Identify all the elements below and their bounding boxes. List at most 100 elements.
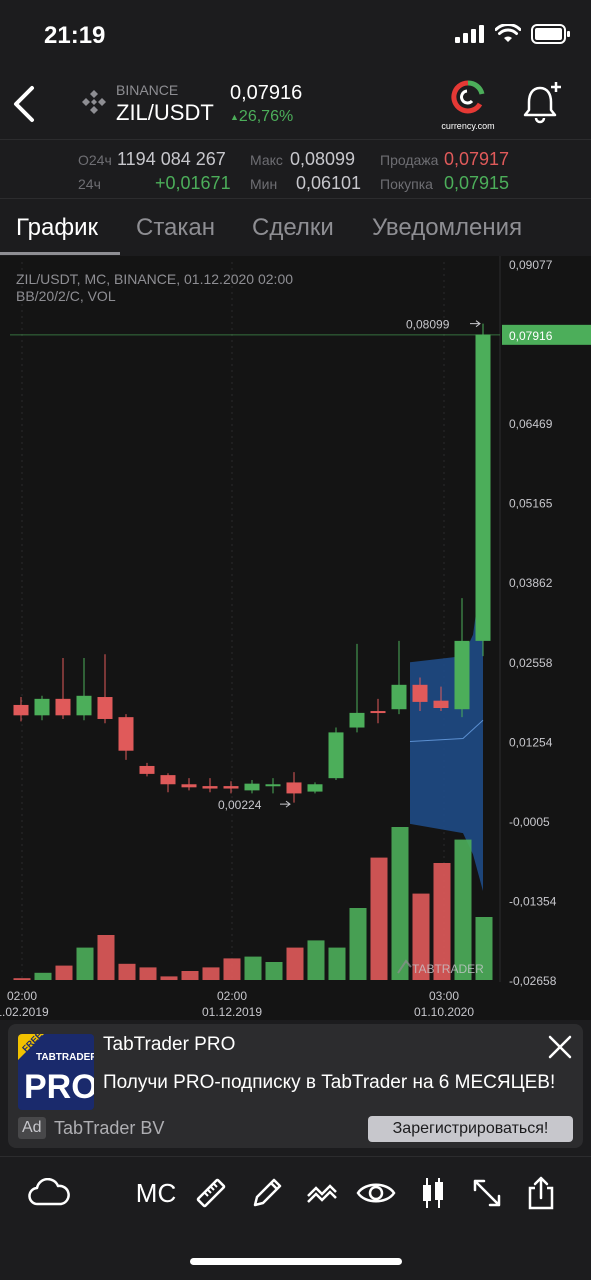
candle-body[interactable] [160,775,176,785]
ad-banner[interactable]: FREE TABTRADER PRO TabTrader PRO Получи … [8,1024,583,1148]
volume-bar [370,857,388,980]
candle-body[interactable] [76,695,92,716]
chart-canvas[interactable]: 0,09077 0,06469 0,05165 0,03862 0,02558 0,012… [0,256,591,1020]
volume-bar [118,963,136,980]
candle-body[interactable] [139,765,155,774]
currency-com-logo[interactable]: currency.com [436,80,500,131]
volume-bar [307,940,325,980]
min-value: 0,06101 [296,173,362,193]
status-bar: 21:19 [0,0,591,70]
ad-register-button[interactable]: Зарегистрироваться! [368,1116,573,1142]
candle-body[interactable] [286,782,302,794]
y-tick-label: -0,0005 [509,815,550,829]
draw-button[interactable] [250,1175,284,1211]
candle-body[interactable] [244,783,260,791]
change-24h-value: +0,01671 [155,173,231,193]
candle-body[interactable] [265,784,281,787]
candle-body[interactable] [391,684,407,710]
share-icon [528,1176,554,1210]
candle-body[interactable] [55,698,71,716]
candle-body[interactable] [412,684,428,702]
volume-bar [76,947,94,980]
candle-body[interactable] [307,784,323,792]
tab-orderbook[interactable]: Стакан [136,214,216,241]
x-tick-time: 02:00 [7,989,37,1003]
sell-value: 0,07917 [444,149,510,169]
volume-bar [391,827,409,980]
bollinger-mid-line [409,719,484,743]
timeframe-button[interactable]: MC [135,1177,177,1208]
cloud-button[interactable] [28,1175,70,1211]
eye-icon [356,1183,396,1203]
price-chart[interactable]: 0,09077 0,06469 0,05165 0,03862 0,02558 0,012… [0,256,591,1020]
y-tick-label: 0,02558 [509,656,553,670]
ruler-button[interactable] [194,1175,228,1211]
fullscreen-button[interactable] [470,1175,504,1211]
ad-badge: Ad [18,1117,46,1139]
pencil-icon [253,1178,282,1207]
back-button[interactable] [8,82,44,126]
change-24h-label: 24ч [78,176,101,192]
y-tick-label: -0,02658 [509,974,557,988]
ad-title: TabTrader PRO [103,1034,236,1055]
candle-body[interactable] [328,732,344,779]
ad-close-button[interactable] [545,1032,575,1062]
visibility-button[interactable] [356,1175,396,1211]
volume-bar [328,947,346,980]
volume-bar [97,935,115,980]
candle-body[interactable] [370,711,386,714]
candle-body[interactable] [13,704,29,716]
current-price-badge [502,324,591,345]
volume-value: 1194 084 267 [117,149,226,169]
candle-body[interactable] [433,700,449,708]
x-tick-time: 02:00 [217,989,247,1003]
current-price-label: 0,07916 [509,329,553,343]
x-tick-date: 01.12.2019 [202,1005,262,1019]
buy-label: Покупка [380,176,433,192]
volume-label: О24ч [78,152,112,168]
ad-advertiser: TabTrader BV [54,1118,165,1138]
high-marker-arrow [470,320,481,328]
volume-bar [34,972,52,980]
active-tab-indicator [0,252,120,255]
share-button[interactable] [524,1175,558,1211]
indicators-button[interactable] [305,1175,339,1211]
tab-chart[interactable]: График [16,214,98,241]
candle-body[interactable] [475,334,491,641]
candle-body[interactable] [118,717,134,751]
candle-body[interactable] [181,784,197,788]
volume-bar [454,839,472,980]
candle-body[interactable] [223,786,239,789]
indicators-icon [307,1184,337,1203]
pair-label[interactable]: ZIL/USDT [116,100,214,125]
x-tick-time: 03:00 [429,989,459,1003]
wifi-icon [495,24,521,42]
volume-bar [349,908,367,980]
logo-big-text: PRO [24,1068,94,1106]
candle-body[interactable] [34,698,50,716]
status-icons [455,24,571,44]
volume-bar [433,863,451,980]
battery-icon [531,24,570,44]
chart-type-button[interactable] [416,1175,450,1211]
cloud-icon [28,1178,70,1206]
add-alert-button[interactable] [518,80,566,128]
chart-info-line-2: BB/20/2/C, VOL [16,288,116,304]
candle-body[interactable] [454,640,470,710]
expand-icon [473,1179,501,1207]
low-marker-label: 0,00224 [218,798,262,812]
ad-text: Получи PRO-подписку в TabTrader на 6 МЕС… [103,1072,556,1093]
candle-body[interactable] [349,712,365,728]
tab-alerts[interactable]: Уведомления [372,214,523,241]
binance-icon [82,90,106,114]
tabtrader-watermark-icon [397,959,412,974]
candle-body[interactable] [97,697,113,719]
candlestick-icon [423,1178,443,1208]
tabtrader-pro-icon: FREE TABTRADER PRO [18,1034,94,1110]
volume-bar [181,971,199,980]
signal-icon [455,25,484,43]
tabtrader-watermark: TABTRADER [412,962,484,976]
exchange-label: BINANCE [116,82,179,98]
candle-body[interactable] [202,786,218,789]
tab-trades[interactable]: Сделки [252,214,334,241]
